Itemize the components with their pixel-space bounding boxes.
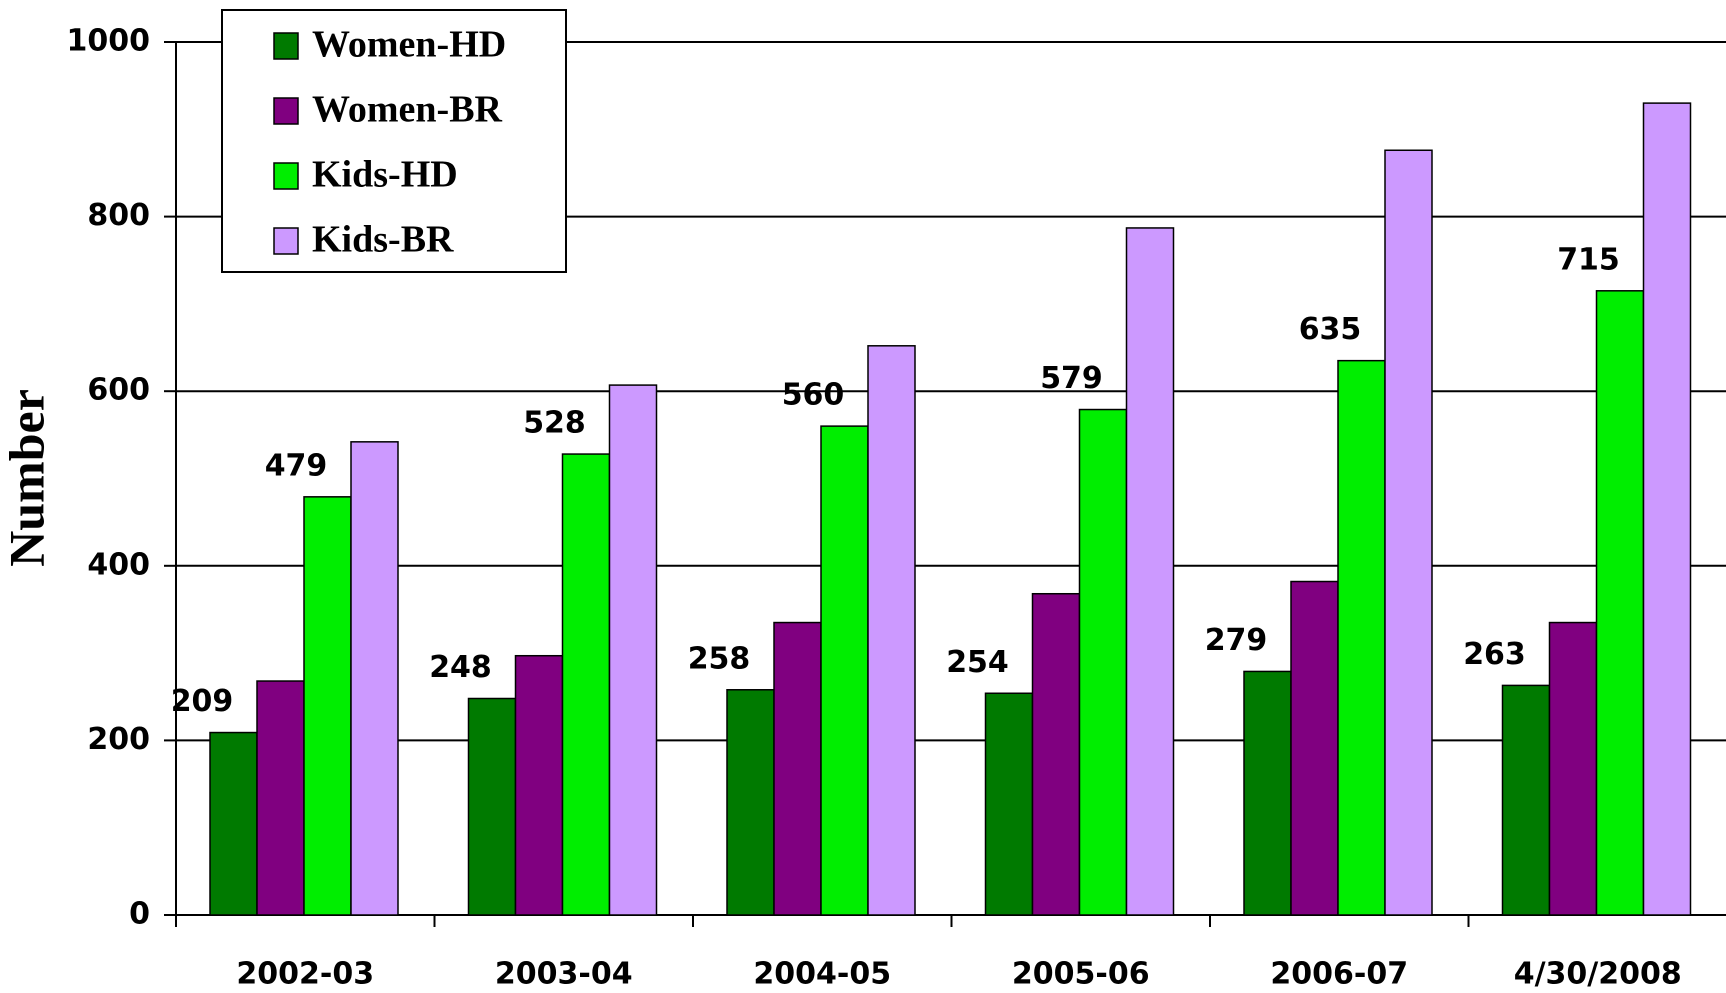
bar — [1384, 149, 1433, 916]
legend-swatch — [273, 227, 299, 255]
legend-label: Women-BR — [312, 89, 503, 131]
data-label: 579 — [1040, 361, 1103, 396]
bar — [1078, 408, 1128, 916]
data-label: 258 — [688, 641, 751, 676]
bar — [514, 654, 564, 916]
bar — [561, 453, 611, 916]
data-label: 528 — [523, 406, 586, 441]
bar — [350, 441, 399, 916]
y-tick-label: 400 — [87, 547, 150, 582]
legend-label: Kids-BR — [312, 219, 454, 261]
y-tick-label: 1000 — [67, 24, 151, 59]
x-tick-label: 4/30/2008 — [1514, 957, 1682, 992]
data-label: 479 — [265, 448, 328, 483]
legend-label: Kids-HD — [312, 154, 458, 196]
bar — [303, 496, 352, 916]
bar — [1031, 592, 1081, 916]
y-tick-label: 800 — [87, 198, 150, 233]
bar — [1501, 684, 1551, 916]
bar — [467, 697, 517, 916]
bar — [1548, 621, 1598, 916]
legend-label: Women-HD — [312, 24, 506, 66]
y-tick-label: 600 — [87, 373, 150, 408]
bar — [1125, 227, 1175, 916]
bar — [1595, 290, 1645, 916]
legend-swatch — [273, 162, 299, 190]
bar — [1290, 580, 1339, 916]
data-label: 715 — [1557, 242, 1620, 277]
bar — [820, 425, 869, 916]
bar — [209, 731, 258, 916]
y-tick-label: 0 — [129, 897, 150, 932]
x-tick-label: 2002-03 — [236, 957, 374, 992]
y-axis-label: Number — [0, 389, 54, 567]
x-tick-label: 2003-04 — [495, 957, 633, 992]
bar — [1642, 102, 1692, 916]
data-label: 635 — [1299, 312, 1362, 347]
bar — [1337, 359, 1386, 916]
data-label: 209 — [171, 684, 234, 719]
y-tick-label: 200 — [87, 722, 150, 757]
bar — [1243, 670, 1292, 916]
x-tick-label: 2005-06 — [1012, 957, 1150, 992]
data-label: 254 — [946, 645, 1009, 680]
data-label: 560 — [782, 378, 845, 413]
bar — [608, 384, 658, 916]
x-tick-label: 2004-05 — [753, 957, 891, 992]
legend-swatch — [273, 97, 299, 125]
data-label: 248 — [429, 650, 492, 685]
bar — [867, 345, 916, 916]
bar — [726, 689, 775, 916]
legend-swatch — [273, 32, 299, 60]
data-label: 263 — [1463, 637, 1526, 672]
bar — [984, 692, 1034, 916]
x-tick-label: 2006-07 — [1270, 957, 1408, 992]
bar — [773, 621, 822, 916]
data-label: 279 — [1205, 623, 1268, 658]
bar — [256, 680, 305, 916]
